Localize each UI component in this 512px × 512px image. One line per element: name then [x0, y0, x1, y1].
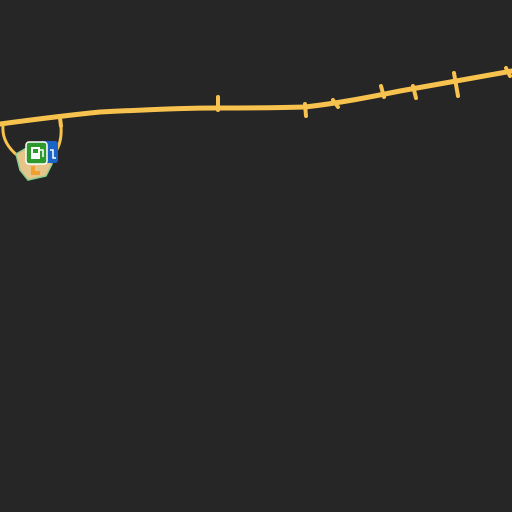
- highway-road[interactable]: [0, 68, 512, 127]
- parking-marker: [31, 166, 40, 175]
- ramp-segment: [331, 98, 340, 109]
- ramp-segment: [452, 71, 460, 98]
- ramp-segment: [379, 84, 386, 99]
- highway-ramps: [58, 66, 512, 128]
- ramp-segment: [411, 84, 418, 100]
- fuel-pump-glyph-hose: [40, 149, 44, 157]
- ramp-segment: [303, 102, 308, 118]
- fuel-pump-icon[interactable]: [25, 141, 48, 165]
- fuel-pump-glyph-window: [33, 149, 38, 153]
- ramp-segment: [504, 66, 512, 78]
- ev-charger-glyph: [50, 149, 56, 159]
